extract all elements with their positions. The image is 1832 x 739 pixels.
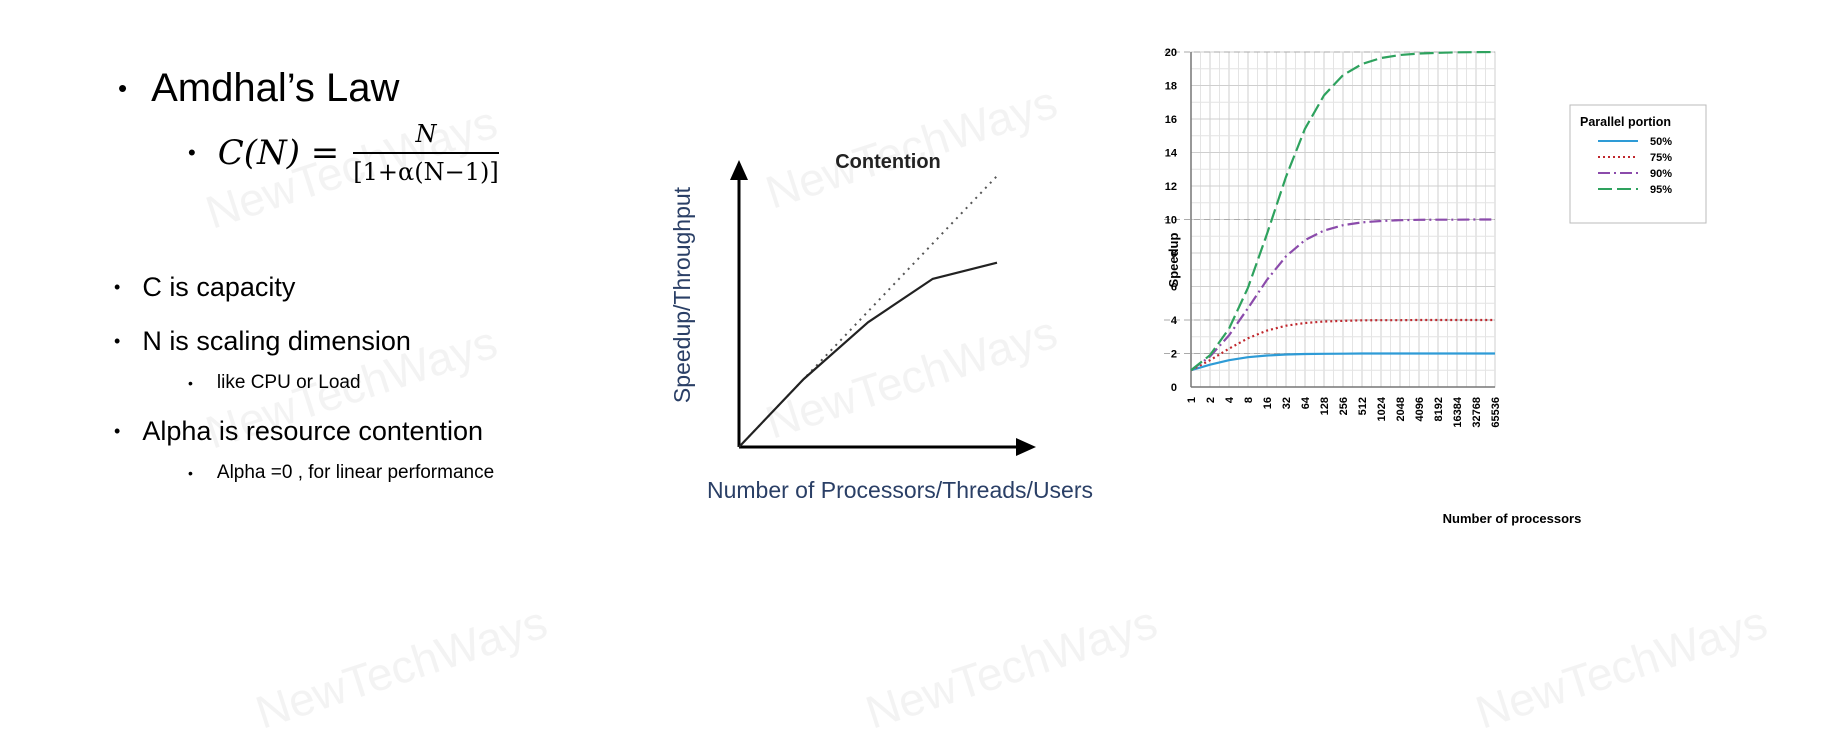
formula-lhs: C(N) = [217, 133, 340, 173]
watermark: NewTechWays [249, 595, 554, 739]
bullet-dot: • [114, 277, 121, 297]
contention-chart: Contention Speedup/Throughput Number of … [669, 151, 1093, 503]
bullet-item: • C is capacity [114, 272, 295, 303]
x-tick-label: 2 [1205, 397, 1217, 403]
y-axis-label: Speedup/Throughput [669, 186, 695, 403]
y-tick-label: 4 [1171, 315, 1178, 327]
legend-box [1569, 104, 1707, 224]
bullet-dot: • [118, 73, 128, 103]
x-tick-label: 8192 [1433, 397, 1445, 421]
watermark: NewTechWays [1469, 595, 1774, 739]
legend-title: Parallel portion [1580, 115, 1671, 129]
formula-denominator: [1+α(N−1)] [353, 152, 499, 186]
x-tick-label: 16 [1262, 397, 1274, 409]
bullet-text: Alpha is resource contention [142, 416, 484, 446]
sub-bullet-item: • like CPU or Load [188, 372, 361, 394]
x-tick-label: 128 [1319, 397, 1331, 415]
bullet-text: C is capacity [142, 272, 296, 302]
y-tick-label: 6 [1171, 282, 1177, 294]
series-line-50pct [1190, 352, 1495, 372]
watermark: NewTechWays [859, 595, 1164, 739]
sub-bullet-text: Alpha =0 , for linear performance [216, 462, 495, 483]
bullet-dot: • [114, 331, 121, 351]
x-tick-label: 4096 [1414, 397, 1426, 421]
x-tick-label: 1024 [1376, 396, 1388, 421]
y-tick-label: 14 [1165, 148, 1178, 160]
x-tick-label: 64 [1300, 396, 1312, 409]
y-tick-label: 12 [1165, 181, 1177, 193]
formula: • C(N) = N [1+α(N−1)] [188, 120, 499, 186]
y-axis-label: Speedup [1166, 232, 1181, 287]
x-tick-labels: 1 2 4 8 16 32 64 128 256 512 1024 2048 4096 8192 16384… [1186, 396, 1502, 427]
x-tick-label: 512 [1357, 397, 1369, 415]
legend-label: 90% [1650, 168, 1672, 180]
legend-label: 75% [1650, 152, 1672, 164]
y-tick-label: 2 [1171, 349, 1177, 361]
x-tick-label: 65536 [1490, 397, 1502, 428]
bullet-dot: • [114, 421, 121, 441]
x-axis-label: Number of Processors/Threads/Users [707, 477, 1093, 503]
contention-series [738, 175, 998, 448]
x-tick-label: 32768 [1471, 397, 1483, 428]
x-tick-label: 8 [1243, 397, 1255, 403]
legend-items: 50% 75% 90% 95% [1598, 136, 1672, 196]
x-axis-label: Number of processors [1443, 511, 1582, 526]
y-tick-label: 8 [1171, 248, 1177, 260]
y-tick-label: 20 [1165, 47, 1177, 59]
y-tick-label: 0 [1171, 382, 1177, 394]
x-tick-label: 2048 [1395, 397, 1407, 421]
y-tick-label: 18 [1165, 81, 1177, 93]
slide-title: • Amdhal’s Law [118, 66, 399, 111]
chart-title: Contention [835, 151, 941, 173]
x-tick-label: 1 [1186, 397, 1198, 403]
x-axis-arrow [1016, 438, 1036, 456]
legend-label: 95% [1650, 184, 1672, 196]
legend-label: 50% [1650, 136, 1672, 148]
formula-numerator: N [415, 120, 437, 148]
y-tick-label: 10 [1165, 215, 1177, 227]
x-tick-label: 4 [1224, 396, 1236, 403]
x-tick-label: 256 [1338, 397, 1350, 415]
chart-series [1190, 50, 1496, 372]
y-axis-arrow [730, 160, 748, 180]
y-tick-label: 16 [1165, 114, 1177, 126]
bullet-item: • Alpha is resource contention [114, 416, 483, 447]
slide-title-text: Amdhal’s Law [151, 66, 400, 110]
x-tick-label: 32 [1281, 397, 1293, 409]
formula-fraction: N [1+α(N−1)] [353, 120, 499, 186]
sub-bullet-text: like CPU or Load [216, 372, 361, 393]
bullet-dot: • [188, 465, 193, 481]
x-tick-label: 16384 [1452, 396, 1464, 427]
bullet-item: • N is scaling dimension [114, 326, 411, 357]
series-line-90pct [1190, 218, 1495, 372]
sub-bullet-item: • Alpha =0 , for linear performance [188, 462, 494, 484]
bullet-dot: • [188, 140, 196, 165]
series-line-95pct [1190, 50, 1496, 372]
y-tick-labels: 0 2 4 6 8 10 12 14 16 18 20 [1165, 47, 1178, 394]
bullet-dot: • [188, 375, 193, 391]
chart-legend: Parallel portion 50% 75% 90% 95% [1569, 104, 1707, 224]
bullet-text: N is scaling dimension [142, 326, 411, 356]
contention-curve [738, 261, 998, 448]
